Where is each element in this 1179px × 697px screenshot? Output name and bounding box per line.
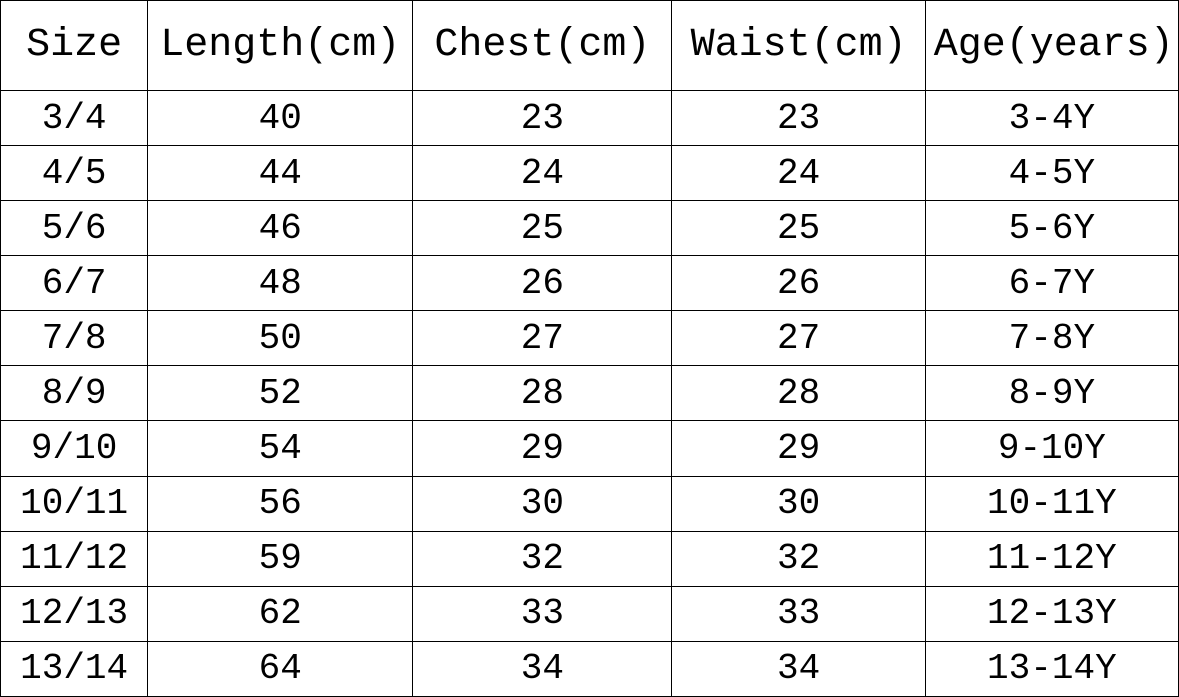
- cell-length: 48: [148, 256, 413, 311]
- cell-size: 6/7: [1, 256, 148, 311]
- cell-age: 4-5Y: [925, 146, 1178, 201]
- cell-length: 44: [148, 146, 413, 201]
- cell-chest: 23: [413, 91, 672, 146]
- table-row: 12/13 62 33 33 12-13Y: [1, 586, 1179, 641]
- cell-waist: 34: [672, 641, 925, 696]
- cell-size: 11/12: [1, 531, 148, 586]
- table-row: 5/6 46 25 25 5-6Y: [1, 201, 1179, 256]
- cell-size: 7/8: [1, 311, 148, 366]
- cell-waist: 23: [672, 91, 925, 146]
- table-row: 11/12 59 32 32 11-12Y: [1, 531, 1179, 586]
- cell-length: 59: [148, 531, 413, 586]
- cell-chest: 27: [413, 311, 672, 366]
- cell-length: 46: [148, 201, 413, 256]
- cell-chest: 26: [413, 256, 672, 311]
- size-chart-table: Size Length(cm) Chest(cm) Waist(cm) Age(…: [0, 0, 1179, 697]
- table-header-row: Size Length(cm) Chest(cm) Waist(cm) Age(…: [1, 1, 1179, 91]
- col-header-size: Size: [1, 1, 148, 91]
- cell-age: 5-6Y: [925, 201, 1178, 256]
- table-row: 10/11 56 30 30 10-11Y: [1, 476, 1179, 531]
- cell-waist: 27: [672, 311, 925, 366]
- table-row: 4/5 44 24 24 4-5Y: [1, 146, 1179, 201]
- cell-waist: 24: [672, 146, 925, 201]
- col-header-waist: Waist(cm): [672, 1, 925, 91]
- cell-length: 64: [148, 641, 413, 696]
- col-header-age: Age(years): [925, 1, 1178, 91]
- cell-age: 6-7Y: [925, 256, 1178, 311]
- cell-size: 4/5: [1, 146, 148, 201]
- cell-age: 3-4Y: [925, 91, 1178, 146]
- cell-chest: 24: [413, 146, 672, 201]
- cell-age: 10-11Y: [925, 476, 1178, 531]
- cell-size: 8/9: [1, 366, 148, 421]
- cell-chest: 32: [413, 531, 672, 586]
- cell-age: 7-8Y: [925, 311, 1178, 366]
- cell-age: 11-12Y: [925, 531, 1178, 586]
- table-row: 13/14 64 34 34 13-14Y: [1, 641, 1179, 696]
- cell-age: 13-14Y: [925, 641, 1178, 696]
- cell-chest: 29: [413, 421, 672, 476]
- table-row: 9/10 54 29 29 9-10Y: [1, 421, 1179, 476]
- table-row: 8/9 52 28 28 8-9Y: [1, 366, 1179, 421]
- cell-size: 10/11: [1, 476, 148, 531]
- cell-chest: 28: [413, 366, 672, 421]
- cell-chest: 30: [413, 476, 672, 531]
- cell-age: 9-10Y: [925, 421, 1178, 476]
- cell-size: 12/13: [1, 586, 148, 641]
- cell-length: 52: [148, 366, 413, 421]
- cell-waist: 25: [672, 201, 925, 256]
- cell-waist: 29: [672, 421, 925, 476]
- cell-length: 56: [148, 476, 413, 531]
- cell-size: 13/14: [1, 641, 148, 696]
- cell-age: 8-9Y: [925, 366, 1178, 421]
- cell-chest: 25: [413, 201, 672, 256]
- cell-waist: 26: [672, 256, 925, 311]
- cell-size: 3/4: [1, 91, 148, 146]
- cell-length: 62: [148, 586, 413, 641]
- cell-waist: 32: [672, 531, 925, 586]
- cell-chest: 33: [413, 586, 672, 641]
- cell-length: 50: [148, 311, 413, 366]
- table-row: 6/7 48 26 26 6-7Y: [1, 256, 1179, 311]
- table-row: 7/8 50 27 27 7-8Y: [1, 311, 1179, 366]
- cell-chest: 34: [413, 641, 672, 696]
- col-header-length: Length(cm): [148, 1, 413, 91]
- cell-size: 5/6: [1, 201, 148, 256]
- cell-length: 54: [148, 421, 413, 476]
- cell-length: 40: [148, 91, 413, 146]
- cell-waist: 28: [672, 366, 925, 421]
- cell-waist: 33: [672, 586, 925, 641]
- cell-age: 12-13Y: [925, 586, 1178, 641]
- cell-waist: 30: [672, 476, 925, 531]
- table-row: 3/4 40 23 23 3-4Y: [1, 91, 1179, 146]
- col-header-chest: Chest(cm): [413, 1, 672, 91]
- cell-size: 9/10: [1, 421, 148, 476]
